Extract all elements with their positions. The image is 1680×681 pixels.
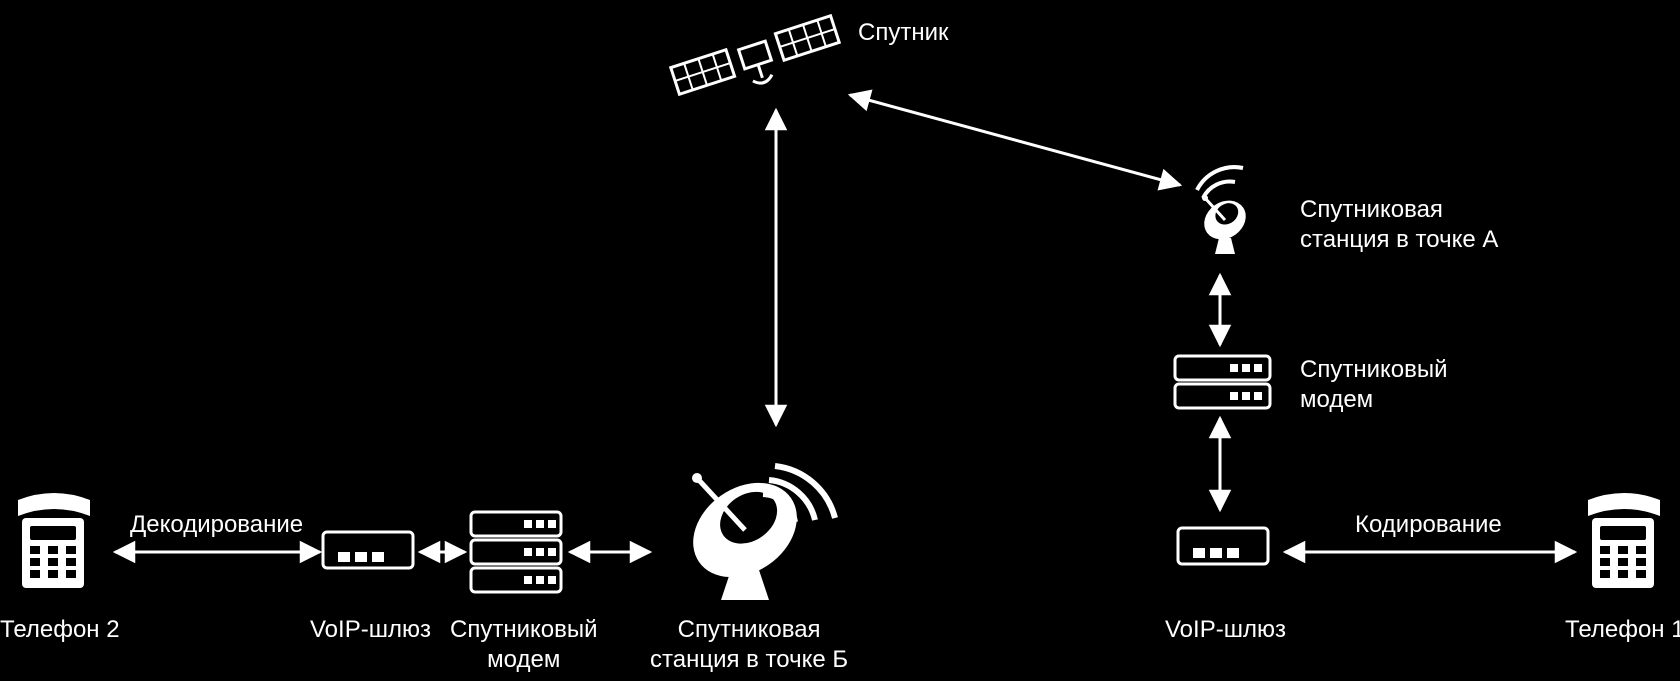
satellite-label: Спутник: [858, 18, 948, 48]
link-sat-stationA: [850, 95, 1180, 185]
voip-b-label: VoIP-шлюз: [310, 615, 431, 645]
station-b-icon: [650, 420, 850, 600]
phone1-label: Телефон 1: [1565, 615, 1680, 645]
station-b-label: Спутниковая станция в точке Б: [650, 615, 848, 675]
voip-a-label: VoIP-шлюз: [1165, 615, 1286, 645]
modem-a-icon: [1170, 350, 1290, 420]
modem-b-label: Спутниковый модем: [450, 615, 598, 675]
modem-b-icon: [468, 508, 568, 598]
station-a-label: Спутниковая станция в точке А: [1300, 195, 1498, 255]
station-a-icon: [1175, 160, 1285, 270]
modem-a-label: Спутниковый модем: [1300, 355, 1448, 415]
decode-label: Декодирование: [130, 510, 303, 540]
phone2-label: Телефон 2: [0, 615, 120, 645]
voip-b-icon: [320, 524, 420, 584]
diagram-canvas: Спутник Спутниковая станция в точке А Сп…: [0, 0, 1680, 681]
satellite-icon: [665, 0, 845, 110]
phone2-icon: [10, 490, 110, 600]
encode-label: Кодирование: [1355, 510, 1502, 540]
phone1-icon: [1580, 490, 1680, 600]
voip-a-icon: [1175, 520, 1275, 580]
